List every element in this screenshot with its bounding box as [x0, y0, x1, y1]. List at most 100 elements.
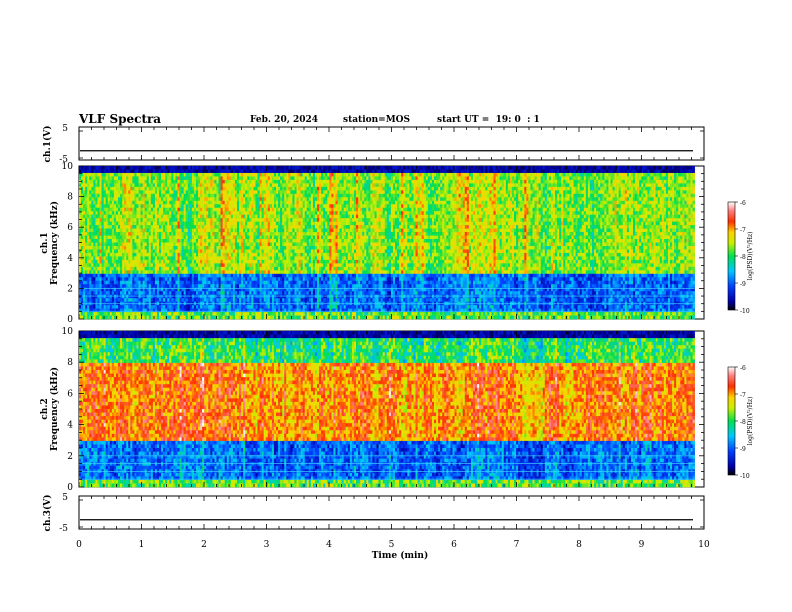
- spectrogram-cell: [91, 263, 93, 267]
- spectrogram-cell: [97, 187, 99, 191]
- spectrogram-cell: [108, 270, 110, 274]
- spectrogram-cell: [126, 197, 128, 201]
- spectrogram-cell: [102, 236, 104, 240]
- spectrogram-cell: [118, 183, 120, 187]
- spectrogram-cell: [106, 183, 108, 187]
- spectrogram-cell: [122, 270, 124, 274]
- spectrogram-cell: [114, 312, 116, 316]
- spectrogram-cell: [79, 176, 81, 180]
- spectrogram-cell: [110, 204, 112, 208]
- spectrogram-cell: [100, 222, 102, 226]
- spectrogram-cell: [116, 204, 118, 208]
- spectrogram-cell: [124, 183, 126, 187]
- spectrogram-cell: [95, 270, 97, 274]
- spectrogram-cell: [112, 267, 114, 271]
- spectrogram-cell: [97, 305, 99, 309]
- spectrogram-cell: [93, 236, 95, 240]
- spectrogram-cell: [108, 197, 110, 201]
- spectrogram-cell: [85, 211, 87, 215]
- spectrogram-cell: [89, 263, 91, 267]
- spectrogram-cell: [106, 249, 108, 253]
- spectrogram-cell: [122, 267, 124, 271]
- spectrogram-cell: [100, 281, 102, 285]
- spectrogram-cell: [97, 239, 99, 243]
- spectrogram-cell: [93, 229, 95, 233]
- spectrogram-cell: [112, 246, 114, 250]
- spectrogram-cell: [95, 295, 97, 299]
- spectrogram-cell: [102, 197, 104, 201]
- spectrogram-cell: [120, 229, 122, 233]
- spectrogram-cell: [100, 232, 102, 236]
- spectrogram-cell: [124, 176, 126, 180]
- spectrogram-cell: [97, 176, 99, 180]
- spectrogram-cell: [102, 291, 104, 295]
- spectrogram-cell: [118, 176, 120, 180]
- ch1-waveform-ylabel: ch.1(V): [42, 126, 53, 163]
- spectrogram-cell: [118, 312, 120, 316]
- spectrogram-cell: [124, 239, 126, 243]
- spectrogram-cell: [104, 312, 106, 316]
- spectrogram-cell: [118, 316, 120, 320]
- spectrogram-cell: [85, 246, 87, 250]
- spectrogram-cell: [97, 312, 99, 316]
- spectrogram-cell: [112, 190, 114, 194]
- spectrogram-cell: [110, 187, 112, 191]
- spectrogram-cell: [102, 176, 104, 180]
- spectrogram-cell: [87, 291, 89, 295]
- spectrogram-cell: [102, 295, 104, 299]
- spectrogram-cell: [106, 194, 108, 198]
- spectrogram-cell: [79, 305, 81, 309]
- spectrogram-cell: [114, 236, 116, 240]
- spectrogram-cell: [124, 225, 126, 229]
- spectrogram-cell: [81, 270, 83, 274]
- spectrogram-cell: [95, 312, 97, 316]
- spectrogram-cell: [95, 201, 97, 205]
- spectrogram-cell: [126, 208, 128, 212]
- spectrogram-cell: [97, 298, 99, 302]
- spectrogram-cell: [116, 253, 118, 257]
- spectrogram-cell: [83, 236, 85, 240]
- spectrogram-cell: [106, 295, 108, 299]
- spectrogram-cell: [89, 204, 91, 208]
- spectrogram-cell: [124, 277, 126, 281]
- spectrogram-cell: [83, 243, 85, 247]
- spectrogram-cell: [106, 305, 108, 309]
- spectrogram-cell: [118, 281, 120, 285]
- spectrogram-cell: [95, 274, 97, 278]
- spectrogram-cell: [83, 239, 85, 243]
- spectrogram-cell: [118, 194, 120, 198]
- spectrogram-cell: [100, 215, 102, 219]
- spectrogram-cell: [124, 204, 126, 208]
- spectrogram-cell: [85, 260, 87, 264]
- spectrogram-cell: [116, 291, 118, 295]
- spectrogram-cell: [95, 232, 97, 236]
- spectrogram-cell: [108, 166, 110, 170]
- spectrogram-cell: [120, 190, 122, 194]
- spectrogram-cell: [124, 187, 126, 191]
- spectrogram-cell: [87, 218, 89, 222]
- spectrogram-cell: [97, 243, 99, 247]
- spectrogram-cell: [122, 229, 124, 233]
- spectrogram-cell: [79, 274, 81, 278]
- spectrogram-cell: [95, 253, 97, 257]
- spectrogram-cell: [95, 249, 97, 253]
- spectrogram-cell: [95, 284, 97, 288]
- spectrogram-cell: [122, 316, 124, 320]
- spectrogram-cell: [97, 246, 99, 250]
- spectrogram-cell: [122, 197, 124, 201]
- spectrogram-cell: [104, 281, 106, 285]
- spectrogram-cell: [102, 232, 104, 236]
- spectrogram-cell: [79, 232, 81, 236]
- spectrogram-cell: [81, 246, 83, 250]
- spectrogram-cell: [95, 225, 97, 229]
- spectrogram-cell: [122, 215, 124, 219]
- spectrogram-cell: [104, 270, 106, 274]
- spectrogram-cell: [112, 305, 114, 309]
- spectrogram-cell: [110, 229, 112, 233]
- spectrogram-cell: [95, 180, 97, 184]
- spectrogram-cell: [120, 298, 122, 302]
- spectrogram-cell: [120, 263, 122, 267]
- spectrogram-cell: [104, 253, 106, 257]
- spectrogram-cell: [95, 222, 97, 226]
- spectrogram-cell: [79, 291, 81, 295]
